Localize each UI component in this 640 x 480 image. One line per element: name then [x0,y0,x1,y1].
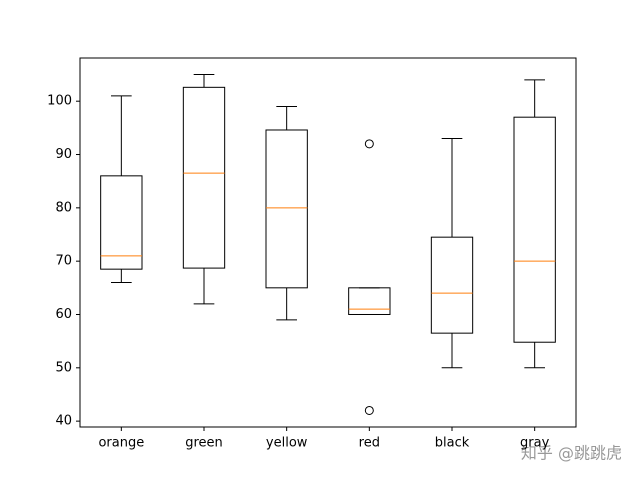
y-tick-label: 50 [55,360,72,375]
box [513,116,556,343]
y-tick-label: 40 [55,414,72,429]
y-tick-label: 70 [55,254,72,269]
plot-frame [79,57,577,428]
x-tick-label: gray [520,436,550,451]
box [430,236,474,334]
x-tick-label: black [435,436,470,451]
x-tick-label: yellow [266,436,308,451]
y-tick-label: 60 [55,307,72,322]
flier [364,405,374,415]
y-tick-label: 90 [55,147,72,162]
box [182,86,226,269]
y-tick-label: 100 [47,94,72,109]
x-tick-label: green [185,436,223,451]
x-tick-label: orange [98,436,144,451]
box [348,287,391,315]
flier [364,139,374,149]
x-tick-label: red [359,436,380,451]
y-tick-label: 80 [55,200,72,215]
box [100,175,143,270]
watermark: 知乎 @跳跳虎 [521,444,622,463]
box [265,129,308,289]
